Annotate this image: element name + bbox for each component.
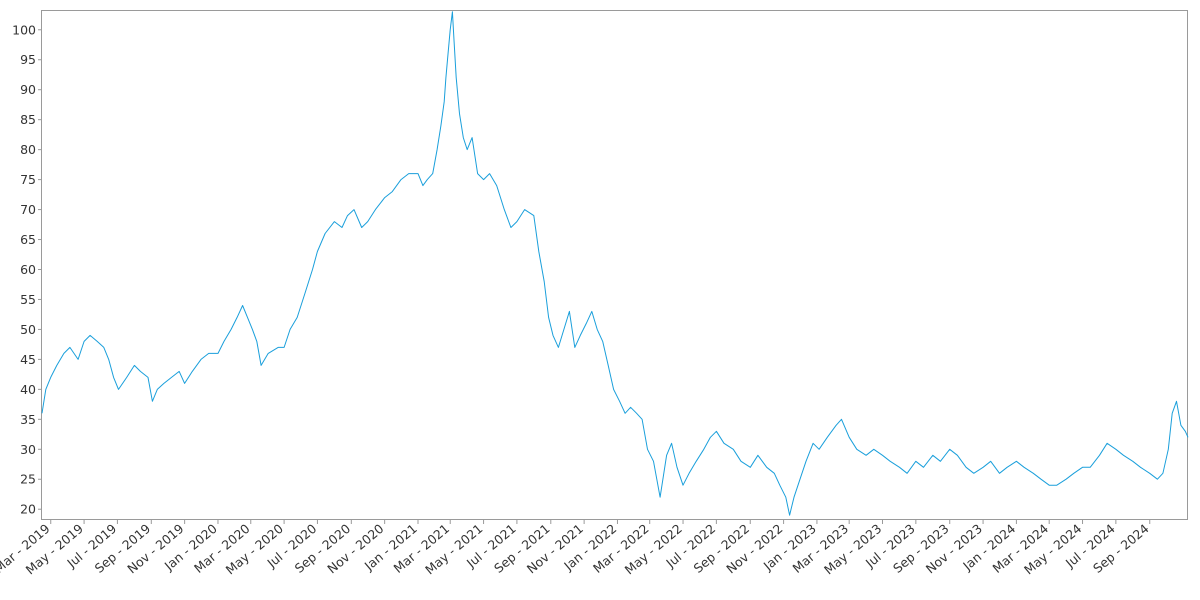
y-tick-label: 40 [20, 382, 36, 397]
y-tick-label: 30 [20, 442, 36, 457]
y-tick-label: 50 [20, 322, 36, 337]
y-tick-label: 55 [20, 292, 36, 307]
y-tick-label: 20 [20, 502, 36, 517]
plot-frame [41, 10, 1188, 520]
series-layer [41, 11, 1189, 516]
y-tick-label: 100 [12, 22, 36, 37]
y-tick-label: 35 [20, 412, 36, 427]
series-line [41, 11, 1189, 516]
y-tick-label: 70 [20, 202, 36, 217]
y-tick-label: 80 [20, 142, 36, 157]
y-tick-label: 95 [20, 52, 36, 67]
y-tick-label: 85 [20, 112, 36, 127]
y-tick-label: 45 [20, 352, 36, 367]
y-tick-label: 75 [20, 172, 36, 187]
y-tick-label: 90 [20, 82, 36, 97]
y-tick-label: 25 [20, 472, 36, 487]
y-tick-label: 60 [20, 262, 36, 277]
y-axis: 20 25 30 35 40 45 50 55 60 65 70 75 80 85 90 95 100 [12, 22, 42, 517]
y-tick-label: 65 [20, 232, 36, 247]
